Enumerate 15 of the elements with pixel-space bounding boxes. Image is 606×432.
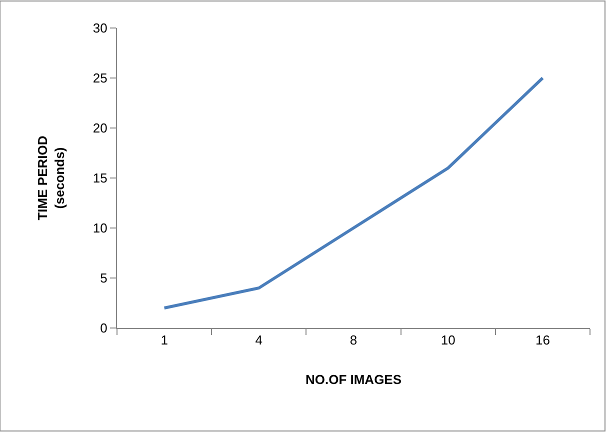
y-tick-label: 20 (92, 120, 108, 136)
x-axis-title: NO.OF IMAGES (305, 372, 402, 388)
x-tick-label: 4 (255, 332, 263, 348)
y-tick-label: 15 (92, 170, 108, 186)
x-tick-label: 8 (350, 332, 358, 348)
y-axis-title: TIME PERIOD (seconds) (34, 136, 67, 220)
x-tick-label: 10 (440, 332, 456, 348)
y-tick-label: 0 (100, 320, 108, 336)
y-tick-label: 5 (100, 270, 108, 286)
x-tick-label: 1 (160, 332, 168, 348)
x-tick-label: 16 (535, 332, 550, 348)
line-series (162, 76, 544, 310)
y-tick-label: 25 (92, 70, 108, 86)
y-tick-label: 10 (92, 220, 108, 236)
y-tick-label: 30 (92, 20, 108, 36)
